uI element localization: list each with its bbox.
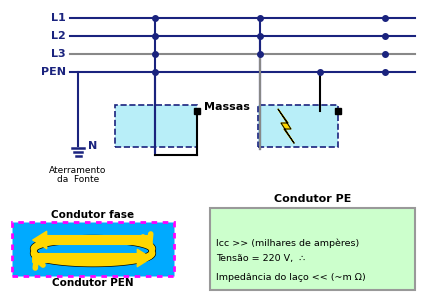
Text: Condutor fase: Condutor fase bbox=[52, 210, 135, 220]
Text: Impedância do laço << (~m Ω): Impedância do laço << (~m Ω) bbox=[216, 274, 366, 282]
Bar bbox=[258, 105, 338, 147]
Text: Condutor PEN: Condutor PEN bbox=[52, 278, 134, 288]
Text: Aterramento: Aterramento bbox=[49, 166, 106, 175]
Text: Condutor PE: Condutor PE bbox=[274, 194, 351, 204]
Text: Tensão = 220 V,  ∴: Tensão = 220 V, ∴ bbox=[216, 253, 305, 262]
Text: L3: L3 bbox=[52, 49, 66, 59]
Text: Massas: Massas bbox=[204, 102, 250, 112]
Text: L1: L1 bbox=[51, 13, 66, 23]
Text: L2: L2 bbox=[51, 31, 66, 41]
Bar bbox=[12, 222, 174, 276]
Text: da  Fonte: da Fonte bbox=[57, 175, 99, 184]
Polygon shape bbox=[278, 109, 294, 143]
Text: PEN: PEN bbox=[41, 67, 66, 77]
Text: Icc >> (milhares de ampères): Icc >> (milhares de ampères) bbox=[216, 238, 359, 248]
Bar bbox=[115, 105, 197, 147]
Bar bbox=[210, 208, 415, 290]
Text: N: N bbox=[88, 141, 97, 151]
